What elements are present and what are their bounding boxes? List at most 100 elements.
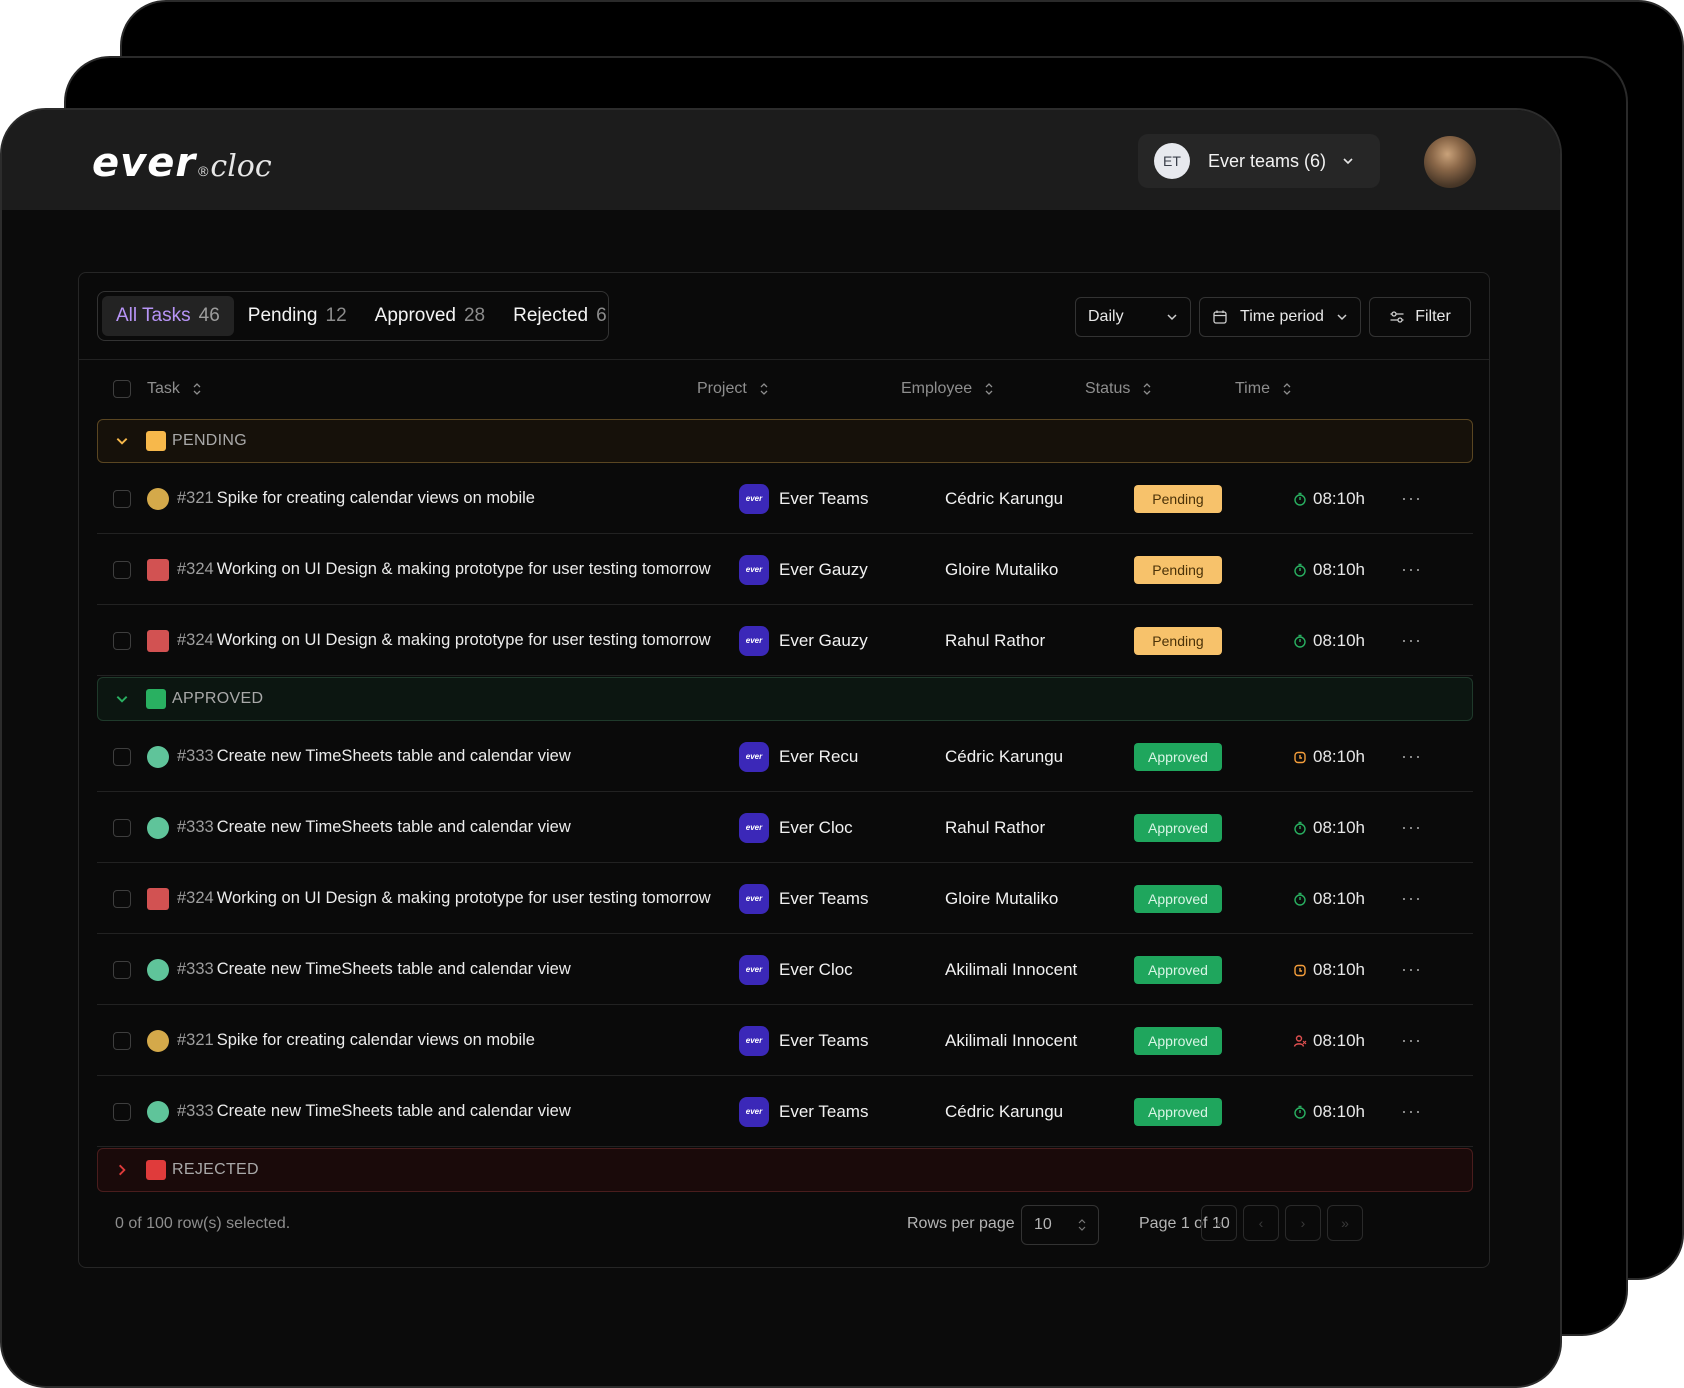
employee-cell: Gloire Mutaliko <box>945 534 1058 605</box>
time-cell: 08:10h <box>1293 792 1365 863</box>
team-selector[interactable]: ET Ever teams (6) <box>1138 134 1380 188</box>
more-horizontal-icon: ··· <box>1401 746 1422 766</box>
employee-cell: Cédric Karungu <box>945 1076 1063 1147</box>
time-period-dropdown[interactable]: Time period <box>1199 297 1361 337</box>
timer-icon <box>1293 634 1307 648</box>
time-cell: 08:10h <box>1293 534 1365 605</box>
row-checkbox-cell <box>113 605 131 676</box>
table-row[interactable]: #333 Create new TimeSheets table and cale… <box>97 934 1473 1005</box>
tab-pending[interactable]: Pending 12 <box>234 296 361 336</box>
row-checkbox[interactable] <box>113 818 131 837</box>
row-checkbox[interactable] <box>113 631 131 650</box>
time-cell: 08:10h <box>1293 863 1365 934</box>
table-row[interactable]: #324 Working on UI Design & making protot… <box>97 605 1473 676</box>
team-initials-badge: ET <box>1154 143 1190 179</box>
table-row[interactable]: #333 Create new TimeSheets table and cale… <box>97 792 1473 863</box>
tab-all-tasks[interactable]: All Tasks 46 <box>102 296 234 336</box>
task-cell[interactable]: #321 Spike for creating calendar views on… <box>177 1005 535 1076</box>
task-priority-marker <box>147 816 169 839</box>
column-header-time[interactable]: Time <box>1235 359 1292 419</box>
group-header-approved[interactable]: APPROVED <box>97 677 1473 721</box>
project-logo-icon: ever <box>739 741 769 772</box>
task-cell[interactable]: #321 Spike for creating calendar views on… <box>177 463 535 534</box>
task-cell[interactable]: #333 Create new TimeSheets table and cale… <box>177 721 571 792</box>
row-actions-button[interactable]: ··· <box>1401 792 1422 863</box>
group-toggle[interactable] <box>98 1163 146 1177</box>
column-header-employee[interactable]: Employee <box>901 359 994 419</box>
task-priority-marker <box>147 958 169 981</box>
task-cell[interactable]: #333 Create new TimeSheets table and cale… <box>177 792 571 863</box>
timesheet-panel: All Tasks 46 Pending 12 Approved 28 Rejected 6 … <box>78 272 1490 1268</box>
row-actions-button[interactable]: ··· <box>1401 1076 1422 1147</box>
column-header-label: Employee <box>901 380 973 397</box>
employee-name: Cédric Karungu <box>945 746 1064 766</box>
row-checkbox[interactable] <box>113 1102 131 1121</box>
daily-dropdown[interactable]: Daily <box>1075 297 1191 337</box>
row-checkbox[interactable] <box>113 747 131 766</box>
status-badge: Pending <box>1134 484 1222 513</box>
table-row[interactable]: #324 Working on UI Design & making protot… <box>97 863 1473 934</box>
row-checkbox[interactable] <box>113 960 131 979</box>
table-row[interactable]: #333 Create new TimeSheets table and cale… <box>97 721 1473 792</box>
task-id: #333 <box>177 1102 214 1120</box>
task-title: Working on UI Design & making prototype … <box>216 560 711 578</box>
calendar-icon <box>1213 310 1227 324</box>
row-actions-button[interactable]: ··· <box>1401 534 1422 605</box>
task-cell[interactable]: #324 Working on UI Design & making protot… <box>177 534 711 605</box>
task-cell[interactable]: #324 Working on UI Design & making protot… <box>177 605 711 676</box>
row-actions-button[interactable]: ··· <box>1401 605 1422 676</box>
tab-approved[interactable]: Approved 28 <box>361 296 499 336</box>
table-row[interactable]: #321 Spike for creating calendar views on… <box>97 463 1473 534</box>
row-actions-button[interactable]: ··· <box>1401 1005 1422 1076</box>
row-checkbox[interactable] <box>113 489 131 508</box>
tab-rejected[interactable]: Rejected 6 <box>499 296 621 336</box>
rows-per-page-select[interactable]: 10 <box>1021 1205 1099 1245</box>
status-cell: Pending <box>1134 534 1222 605</box>
chevron-down-icon <box>1343 158 1353 165</box>
table-row[interactable]: #321 Spike for creating calendar views on… <box>97 1005 1473 1076</box>
project-logo-icon: ever <box>739 1096 769 1127</box>
status-cell: Approved <box>1134 863 1222 934</box>
first-page-button[interactable]: « <box>1201 1205 1237 1241</box>
project-name: Ever Cloc <box>779 817 853 837</box>
column-header-status[interactable]: Status <box>1085 359 1152 419</box>
sort-icon <box>1143 383 1151 395</box>
row-checkbox[interactable] <box>113 560 131 579</box>
task-id: #333 <box>177 747 214 765</box>
task-cell[interactable]: #333 Create new TimeSheets table and cale… <box>177 934 571 1005</box>
time-cell: 08:10h <box>1293 463 1365 534</box>
task-title: Create new TimeSheets table and calendar… <box>216 1102 571 1120</box>
row-actions-button[interactable]: ··· <box>1401 863 1422 934</box>
project-cell: ever Ever Teams <box>739 1076 868 1147</box>
row-checkbox[interactable] <box>113 1031 131 1050</box>
time-cell: 08:10h <box>1293 1005 1365 1076</box>
next-page-button[interactable]: › <box>1285 1205 1321 1241</box>
table-row[interactable]: #324 Working on UI Design & making protot… <box>97 534 1473 605</box>
group-header-pending[interactable]: PENDING <box>97 419 1473 463</box>
group-header-rejected[interactable]: REJECTED <box>97 1148 1473 1192</box>
table-row[interactable]: #333 Create new TimeSheets table and cale… <box>97 1076 1473 1147</box>
previous-page-button[interactable]: ‹ <box>1243 1205 1279 1241</box>
task-cell[interactable]: #333 Create new TimeSheets table and cale… <box>177 1076 571 1147</box>
row-actions-button[interactable]: ··· <box>1401 934 1422 1005</box>
task-id: #324 <box>177 889 214 907</box>
column-header-project[interactable]: Project <box>697 359 769 419</box>
row-actions-button[interactable]: ··· <box>1401 463 1422 534</box>
column-header-task[interactable]: Task <box>147 359 202 419</box>
project-logo-icon: ever <box>739 554 769 585</box>
filter-button[interactable]: Filter <box>1369 297 1471 337</box>
group-toggle[interactable] <box>98 692 146 706</box>
last-page-button[interactable]: » <box>1327 1205 1363 1241</box>
status-badge: Pending <box>1134 555 1222 584</box>
project-name: Ever Teams <box>779 488 869 508</box>
task-cell[interactable]: #324 Working on UI Design & making protot… <box>177 863 711 934</box>
row-actions-button[interactable]: ··· <box>1401 721 1422 792</box>
select-all-checkbox[interactable] <box>113 380 131 398</box>
task-title: Create new TimeSheets table and calendar… <box>216 818 571 836</box>
row-checkbox[interactable] <box>113 889 131 908</box>
employee-name: Akilimali Innocent <box>945 1030 1078 1050</box>
group-toggle[interactable] <box>98 434 146 448</box>
user-avatar[interactable] <box>1424 136 1476 188</box>
time-cell: 08:10h <box>1293 605 1365 676</box>
app-logo[interactable]: ever ® cloc <box>92 140 272 186</box>
